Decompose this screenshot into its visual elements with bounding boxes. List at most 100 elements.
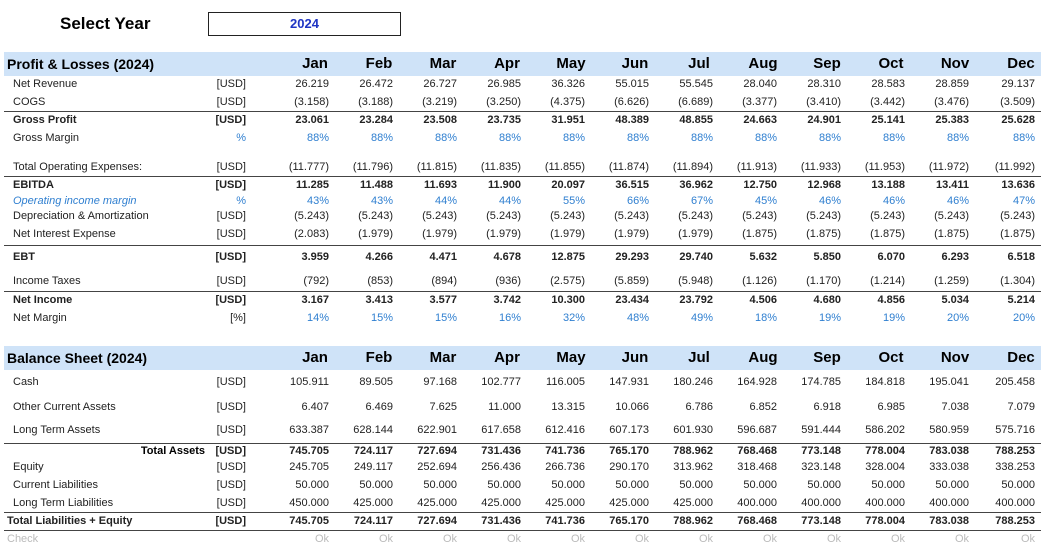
row-unit: [%] [230, 312, 246, 324]
cell-value: (1.875) [1000, 228, 1035, 240]
cell-value: 323.148 [801, 461, 841, 473]
cell-value: 18% [754, 312, 777, 324]
cell-value: 11.000 [488, 401, 521, 413]
month-header: Feb [365, 55, 393, 72]
cell-value: (5.948) [678, 275, 713, 287]
month-header: Mar [429, 349, 457, 366]
cell-value: 6.985 [877, 401, 905, 413]
cell-value: 88% [754, 132, 777, 144]
cell-value: (3.476) [934, 96, 969, 108]
row-unit: [USD] [215, 294, 246, 306]
cell-value: 318.468 [737, 461, 777, 473]
cell-value: 290.170 [609, 461, 649, 473]
row-label: EBITDA [13, 179, 54, 191]
cell-value: 164.928 [737, 376, 777, 388]
cell-value: (1.259) [934, 275, 969, 287]
cell-value: 20% [946, 312, 969, 324]
year-value: 2024 [290, 16, 319, 31]
cell-value: (11.874) [608, 161, 649, 173]
cell-value: 4.506 [749, 294, 777, 306]
cell-value: 195.041 [929, 376, 969, 388]
cell-value: 6.407 [301, 401, 329, 413]
cell-value: 400.000 [737, 497, 777, 509]
cell-value: 12.968 [807, 179, 841, 191]
cell-value: 180.246 [673, 376, 713, 388]
cell-value: 48.855 [679, 114, 713, 126]
cell-value: 788.962 [673, 515, 713, 527]
month-header: Mar [429, 55, 457, 72]
cell-value: 11.693 [423, 179, 457, 191]
cell-value: 19% [818, 312, 841, 324]
cell-value: 50.000 [1001, 479, 1035, 491]
cell-value: (1.979) [678, 228, 713, 240]
cell-value: (3.219) [422, 96, 457, 108]
cell-value: 10.066 [615, 401, 649, 413]
cell-value: (936) [495, 275, 521, 287]
cell-value: 174.785 [801, 376, 841, 388]
row-unit: [USD] [216, 461, 246, 473]
cell-value: 788.253 [995, 445, 1035, 457]
cell-value: 24.663 [743, 114, 777, 126]
cell-value: 46% [818, 195, 841, 207]
row-unit: [USD] [216, 96, 246, 108]
row-unit: [USD] [216, 210, 246, 222]
cell-value: 7.625 [429, 401, 457, 413]
cell-value: 26.219 [295, 78, 329, 90]
cell-value: 773.148 [801, 445, 841, 457]
cell-value: 3.413 [365, 294, 393, 306]
row-label: Cash [13, 376, 39, 388]
row-unit: [USD] [216, 401, 246, 413]
month-header: Aug [748, 349, 778, 366]
cell-value: 724.117 [353, 445, 393, 457]
check-value: Ok [1020, 533, 1035, 545]
cell-value: 88% [306, 132, 329, 144]
cell-value: 580.959 [929, 424, 969, 436]
cell-value: 20% [1012, 312, 1035, 324]
month-header: Nov [940, 349, 970, 366]
cell-value: 7.079 [1007, 401, 1035, 413]
row-label: Total Operating Expenses: [13, 161, 143, 173]
cell-value: 5.214 [1007, 294, 1035, 306]
cell-value: 400.000 [801, 497, 841, 509]
cell-value: 245.705 [289, 461, 329, 473]
cell-value: 26.472 [359, 78, 393, 90]
cell-value: 11.488 [359, 179, 393, 191]
row-unit: % [236, 132, 246, 144]
month-header: May [556, 349, 586, 366]
month-header: Jan [302, 55, 328, 72]
month-header: Sep [813, 349, 841, 366]
cell-value: 575.716 [995, 424, 1035, 436]
cell-value: (1.875) [806, 228, 841, 240]
cell-value: 741.736 [545, 515, 585, 527]
cell-value: 7.038 [941, 401, 969, 413]
cell-value: 36.962 [679, 179, 713, 191]
check-value: Ok [698, 533, 713, 545]
row-label: Long Term Assets [13, 424, 101, 436]
cell-value: (6.626) [614, 96, 649, 108]
cell-value: (2.083) [294, 228, 329, 240]
check-value: Ok [954, 533, 969, 545]
cell-value: 50.000 [359, 479, 393, 491]
month-header: Oct [878, 55, 904, 72]
cell-value: 256.436 [481, 461, 521, 473]
year-input[interactable]: 2024 [208, 12, 401, 36]
month-header: Apr [494, 349, 520, 366]
cell-value: 778.004 [865, 445, 905, 457]
cell-value: 266.736 [545, 461, 585, 473]
cell-value: 6.293 [941, 251, 969, 263]
month-header: Nov [940, 55, 970, 72]
row-border [4, 176, 1041, 177]
cell-value: (5.859) [614, 275, 649, 287]
row-unit: [USD] [216, 228, 246, 240]
cell-value: 6.518 [1007, 251, 1035, 263]
cell-value: (3.410) [806, 96, 841, 108]
cell-value: 29.740 [679, 251, 713, 263]
cell-value: 50.000 [551, 479, 585, 491]
cell-value: 50.000 [807, 479, 841, 491]
cell-value: 44% [434, 195, 457, 207]
cell-value: 612.416 [545, 424, 585, 436]
row-unit: [USD] [215, 179, 246, 191]
month-header: Feb [365, 349, 393, 366]
cell-value: 328.004 [865, 461, 905, 473]
cell-value: 23.434 [615, 294, 649, 306]
